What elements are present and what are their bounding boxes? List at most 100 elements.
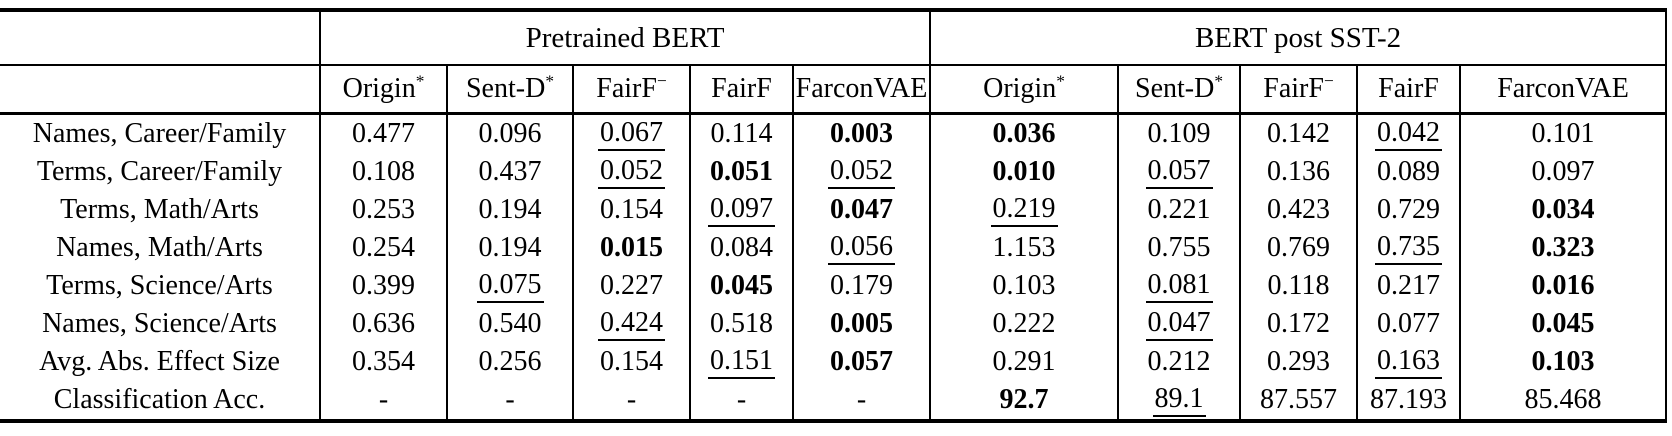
table-cell: 0.136	[1239, 153, 1358, 191]
column-header: Origin*	[319, 65, 447, 115]
cell-value: 0.222	[992, 308, 1056, 339]
cell-value: 0.735	[1375, 231, 1443, 266]
table-row: Names, Career/Family 0.477 0.096 0.067 0.114…	[0, 113, 1668, 153]
table-row: Names, Science/Arts 0.636 0.540 0.424 0.518 0…	[0, 305, 1668, 343]
cell-value: 0.097	[708, 193, 775, 228]
table-cell: -	[446, 381, 573, 421]
cell-value: 0.052	[598, 155, 665, 190]
results-table: Pretrained BERT BERT post SST-2 Origin* S…	[0, 8, 1668, 423]
table-cell: 0.052	[791, 153, 931, 191]
table-cell: 0.016	[1459, 267, 1668, 305]
cell-value: 0.103	[1531, 346, 1595, 377]
table-cell: 0.399	[319, 267, 447, 305]
table-cell: 0.010	[929, 153, 1119, 191]
cell-value: 0.034	[1531, 194, 1595, 225]
cell-value: 0.194	[478, 232, 542, 263]
column-header: FairF−	[572, 65, 690, 115]
table-cell: 0.057	[791, 343, 931, 381]
cell-value: 0.253	[352, 194, 415, 225]
table-cell: 0.253	[319, 191, 447, 229]
table-cell: 0.036	[929, 113, 1119, 153]
table-cell: 0.636	[319, 305, 447, 343]
table-cell: 0.051	[689, 153, 793, 191]
cell-value: 0.057	[830, 346, 893, 377]
table-cell: 0.293	[1239, 343, 1358, 381]
cell-value: 0.217	[1377, 270, 1441, 301]
table-cell: 0.291	[929, 343, 1119, 381]
row-label: Terms, Math/Arts	[60, 194, 259, 225]
cell-value: 0.219	[990, 193, 1058, 228]
cell-value: 0.477	[352, 118, 415, 149]
cell-value: 0.354	[352, 346, 415, 377]
table-cell: 0.154	[572, 343, 690, 381]
table-cell: 0.047	[791, 191, 931, 229]
table-cell: 0.354	[319, 343, 447, 381]
table-cell: 0.047	[1117, 305, 1241, 343]
cell-value: 0.016	[1531, 270, 1595, 301]
cell-value: 0.151	[708, 345, 775, 380]
table-cell: 0.057	[1117, 153, 1241, 191]
cell-value: 0.005	[830, 308, 893, 339]
cell-value: 0.114	[710, 118, 773, 149]
table-cell: 0.212	[1117, 343, 1241, 381]
table-row: Terms, Science/Arts 0.399 0.075 0.227 0.045 0…	[0, 267, 1668, 305]
cell-value: 0.221	[1147, 194, 1211, 225]
cell-value: 0.109	[1147, 118, 1211, 149]
table-cell: 0.755	[1117, 229, 1241, 267]
table-cell: 0.540	[446, 305, 573, 343]
table-cell: 0.254	[319, 229, 447, 267]
cell-value: 0.047	[830, 194, 893, 225]
cell-value: 0.227	[600, 270, 663, 301]
cell-value: 0.399	[352, 270, 415, 301]
table-cell: 0.424	[572, 305, 690, 343]
cell-value: 0.101	[1531, 118, 1595, 149]
column-header: FairF−	[1239, 65, 1358, 115]
table-cell: 0.194	[446, 229, 573, 267]
cell-value: -	[626, 384, 637, 415]
cell-value: 0.172	[1267, 308, 1331, 339]
cell-value: 0.108	[352, 156, 415, 187]
table-cell: -	[791, 381, 931, 421]
cell-value: 0.256	[478, 346, 542, 377]
cell-value: -	[856, 384, 867, 415]
table-cell: 0.179	[791, 267, 931, 305]
table-cell: 87.557	[1239, 381, 1358, 421]
cell-value: 0.003	[830, 118, 893, 149]
row-label: Names, Career/Family	[32, 118, 287, 149]
cell-value: 0.755	[1147, 232, 1211, 263]
cell-value: 89.1	[1152, 383, 1206, 418]
cell-value: 0.254	[352, 232, 415, 263]
column-header-row: Origin* Sent-D* FairF− FairF FarconVAE Origin…	[0, 65, 1668, 115]
table-cell: 92.7	[929, 381, 1119, 421]
table-cell: -	[319, 381, 447, 421]
table-cell: 85.468	[1459, 381, 1668, 421]
cell-value: 0.056	[828, 231, 895, 266]
table-cell: 0.172	[1239, 305, 1358, 343]
table-cell: 0.151	[689, 343, 793, 381]
cell-value: 0.045	[710, 270, 773, 301]
cell-value: 0.194	[478, 194, 542, 225]
cell-value: -	[378, 384, 389, 415]
table-cell: 1.153	[929, 229, 1119, 267]
cell-value: 0.075	[476, 269, 544, 304]
row-label: Names, Science/Arts	[42, 308, 277, 339]
table-cell: 0.034	[1459, 191, 1668, 229]
table-cell: 0.108	[319, 153, 447, 191]
table-cell: 0.003	[791, 113, 931, 153]
group-header-bert-post-sst2: BERT post SST-2	[929, 10, 1668, 66]
table-cell: 89.1	[1117, 381, 1241, 421]
table-cell: 0.015	[572, 229, 690, 267]
header-superscript: *	[1214, 71, 1224, 91]
table-cell: 0.222	[929, 305, 1119, 343]
column-header: Sent-D*	[446, 65, 573, 115]
table-cell: 0.114	[689, 113, 793, 153]
table-cell: 0.042	[1356, 113, 1461, 153]
cell-value: 85.468	[1524, 384, 1602, 415]
table-body: Names, Career/Family 0.477 0.096 0.067 0.114…	[0, 113, 1668, 421]
header-superscript: *	[1056, 71, 1065, 91]
cell-value: 0.042	[1375, 117, 1443, 152]
cell-value: 0.636	[352, 308, 415, 339]
row-label: Classification Acc.	[53, 384, 266, 415]
cell-value: 0.179	[830, 270, 893, 301]
